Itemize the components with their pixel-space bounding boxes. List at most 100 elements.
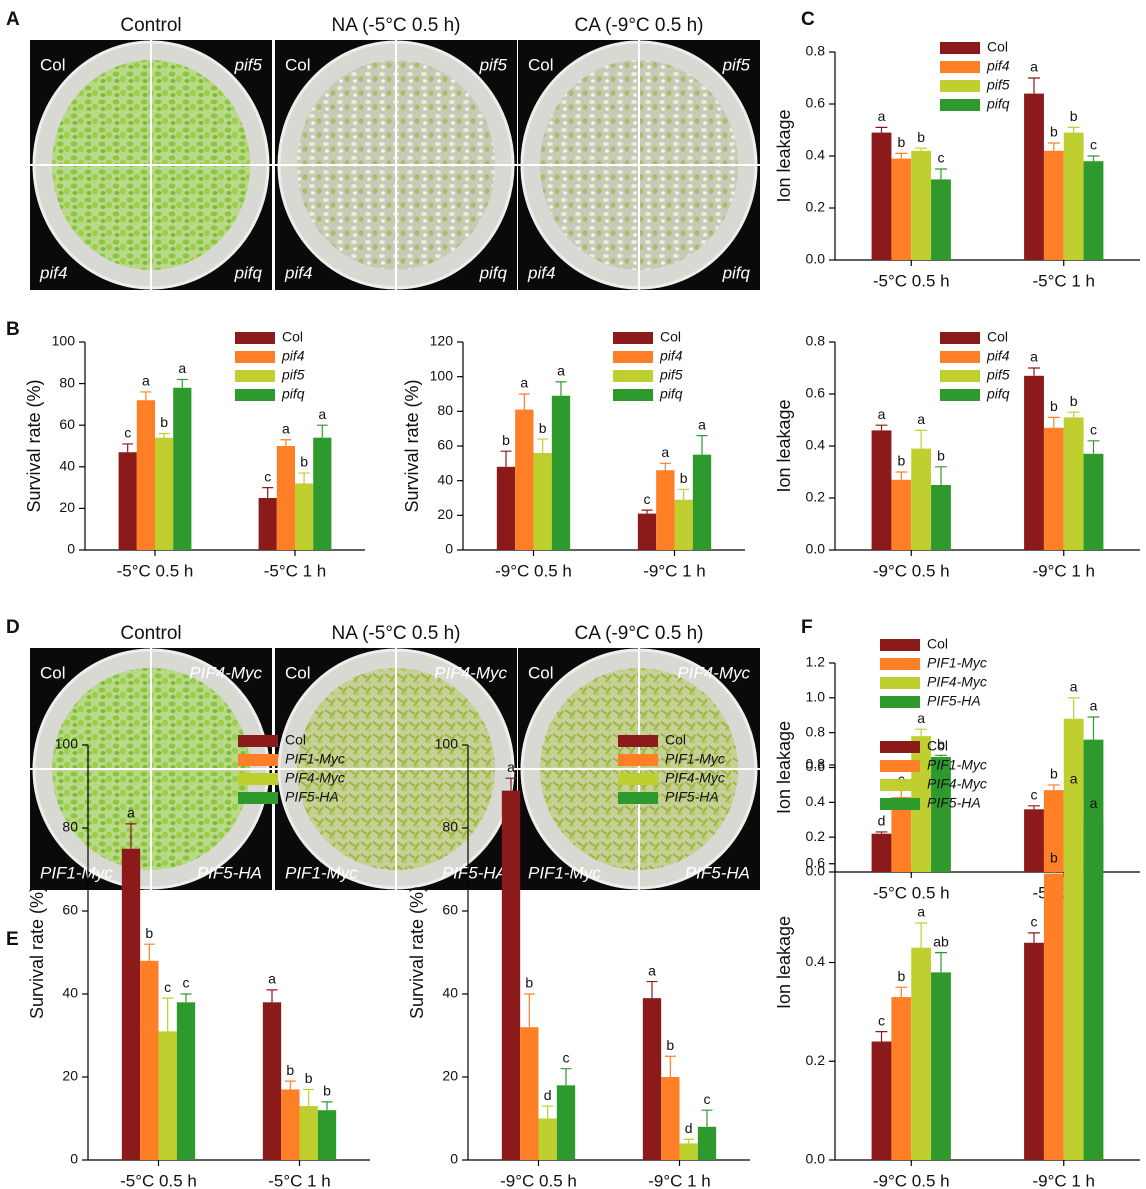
quadrant-label: PIF5-HA	[197, 863, 262, 882]
error-bar	[321, 1102, 332, 1110]
significance-letter: c	[1090, 137, 1097, 153]
legend-label: PIF4-Myc	[665, 770, 725, 786]
y-tick-label: 0.0	[806, 251, 826, 267]
error-bar	[876, 425, 888, 430]
quadrant-label: Col	[285, 55, 311, 74]
quadrant-label: PIF4-Myc	[434, 663, 507, 682]
legend-label: pif5	[281, 367, 305, 383]
bar	[173, 388, 191, 550]
significance-letter: b	[539, 420, 547, 436]
legend-swatch	[880, 658, 920, 670]
y-tick-label: 0.4	[806, 147, 826, 163]
error-bar	[144, 944, 155, 961]
bar	[318, 1110, 336, 1160]
legend-label: pif4	[986, 58, 1010, 74]
legend-label: PIF1-Myc	[927, 757, 987, 773]
significance-letter: a	[1030, 59, 1038, 75]
error-bar	[895, 153, 907, 158]
error-bar	[303, 1089, 314, 1106]
significance-letter: a	[917, 904, 925, 920]
y-tick-label: 0.8	[806, 756, 826, 772]
photo-title: CA (-9°C 0.5 h)	[574, 623, 703, 644]
y-axis-label: Ion leakage	[774, 916, 794, 1009]
y-tick-label: 60	[442, 902, 458, 918]
quadrant-label: PIF4-Myc	[677, 663, 750, 682]
x-tick-label: -9°C 1 h	[648, 1171, 711, 1189]
error-bar	[519, 394, 530, 410]
legend-label: Col	[927, 636, 948, 652]
y-tick-label: 40	[59, 458, 75, 474]
y-axis-label: Ion leakage	[774, 399, 794, 492]
bar	[911, 449, 931, 550]
bar	[1024, 943, 1044, 1160]
bar	[119, 452, 137, 550]
quadrant-label: pif5	[234, 55, 263, 74]
bar	[1084, 819, 1104, 1160]
panel-label: C	[801, 9, 815, 30]
bar	[1024, 809, 1044, 872]
error-bar	[560, 1069, 571, 1086]
significance-letter: a	[1070, 679, 1078, 695]
quadrant-label: Col	[285, 663, 311, 682]
bar	[159, 1031, 177, 1160]
significance-letter: b	[1070, 108, 1078, 124]
y-tick-label: 60	[437, 437, 453, 453]
error-bar	[122, 444, 133, 452]
significance-letter: a	[917, 411, 925, 427]
error-bar	[647, 982, 658, 999]
legend-swatch	[613, 332, 653, 344]
error-bar	[1028, 933, 1040, 943]
error-bar	[162, 998, 173, 1031]
bar	[931, 485, 951, 550]
quadrant-label: pif4	[284, 263, 312, 282]
y-tick-label: 100	[55, 736, 79, 752]
bar	[177, 1002, 195, 1160]
error-bar	[876, 127, 888, 132]
legend-swatch	[618, 792, 658, 804]
error-bar	[177, 379, 188, 387]
significance-letter: c	[562, 1049, 569, 1065]
y-tick-label: 0.4	[806, 437, 826, 453]
bar	[693, 455, 711, 550]
legend-swatch	[235, 332, 275, 344]
photo-title: NA (-5°C 0.5 h)	[331, 15, 460, 36]
error-bar	[915, 729, 927, 736]
significance-letter: b	[897, 453, 905, 469]
legend-label: pifq	[659, 386, 683, 402]
bar	[911, 948, 931, 1160]
legend-label: PIF5-HA	[285, 789, 339, 805]
quadrant-label: Col	[528, 55, 554, 74]
error-bar	[524, 994, 535, 1027]
significance-letter: a	[917, 710, 925, 726]
quadrant-label: Col	[40, 663, 66, 682]
x-tick-label: -9°C 1 h	[1032, 1171, 1095, 1189]
legend-swatch	[880, 741, 920, 753]
x-tick-label: -5°C 0.5 h	[873, 271, 950, 290]
bar	[1084, 161, 1104, 260]
legend-label: Col	[987, 329, 1008, 345]
significance-letter: b	[680, 470, 688, 486]
legend-swatch	[613, 370, 653, 382]
y-tick-label: 1.0	[806, 689, 826, 705]
y-tick-label: 40	[62, 985, 78, 1001]
legend-swatch	[613, 351, 653, 363]
significance-letter: b	[300, 454, 308, 470]
y-tick-label: 20	[59, 499, 75, 515]
y-tick-label: 0.6	[806, 95, 826, 111]
legend-swatch	[940, 389, 980, 401]
y-tick-label: 0	[450, 1151, 458, 1167]
significance-letter: b	[1050, 849, 1058, 865]
error-bar	[1068, 698, 1080, 719]
legend-swatch	[940, 80, 980, 92]
y-tick-label: 0	[67, 541, 75, 557]
error-bar	[1048, 143, 1060, 151]
photo-title: Control	[120, 623, 181, 644]
y-axis-label: Ion leakage	[774, 109, 794, 202]
y-tick-label: 100	[435, 736, 459, 752]
bar	[931, 757, 951, 872]
y-tick-label: 40	[442, 985, 458, 1001]
error-bar	[1048, 785, 1060, 790]
bar	[891, 480, 911, 550]
error-bar	[1088, 156, 1100, 161]
x-tick-label: -5°C 1 h	[1032, 271, 1095, 290]
